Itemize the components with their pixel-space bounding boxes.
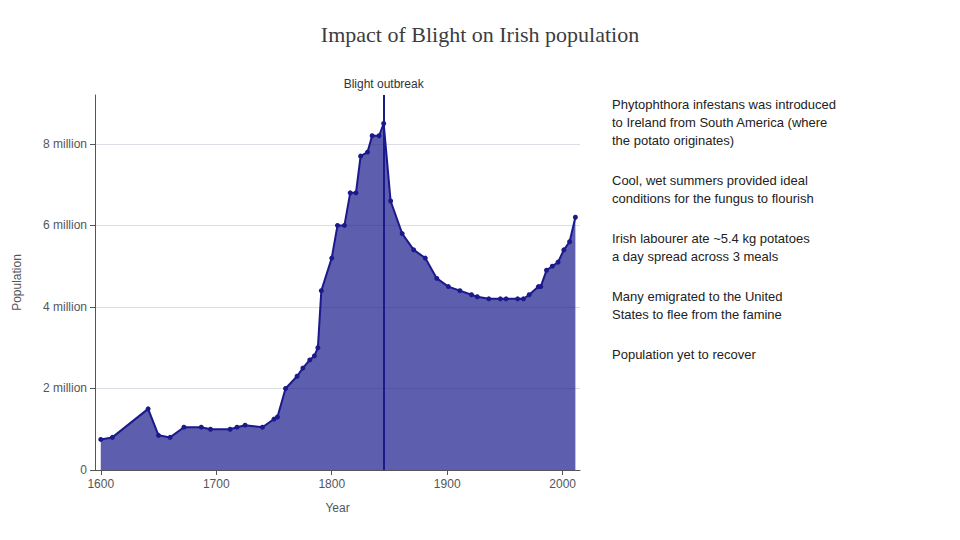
- svg-text:1800: 1800: [318, 477, 345, 491]
- svg-text:to Ireland from South America: to Ireland from South America (where: [612, 115, 827, 130]
- svg-text:Population: Population: [10, 254, 24, 311]
- svg-text:6 million: 6 million: [43, 218, 87, 232]
- svg-text:Phytophthora infestans was int: Phytophthora infestans was introduced: [612, 97, 836, 112]
- svg-text:States to flee from the famine: States to flee from the famine: [612, 307, 782, 322]
- svg-text:1900: 1900: [434, 477, 461, 491]
- svg-text:8 million: 8 million: [43, 137, 87, 151]
- svg-text:Many emigrated to the United: Many emigrated to the United: [612, 289, 783, 304]
- svg-text:4 million: 4 million: [43, 300, 87, 314]
- svg-text:Year: Year: [325, 501, 349, 515]
- svg-text:Cool, wet summers provided ide: Cool, wet summers provided ideal: [612, 173, 808, 188]
- svg-text:2 million: 2 million: [43, 381, 87, 395]
- svg-text:Blight outbreak: Blight outbreak: [344, 77, 425, 91]
- svg-text:the potato originates): the potato originates): [612, 133, 734, 148]
- svg-text:Irish labourer ate ~5.4 kg pot: Irish labourer ate ~5.4 kg potatoes: [612, 231, 810, 246]
- svg-text:1700: 1700: [203, 477, 230, 491]
- svg-text:Population yet to recover: Population yet to recover: [612, 347, 756, 362]
- svg-text:2000: 2000: [549, 477, 576, 491]
- svg-text:0: 0: [80, 463, 87, 477]
- svg-text:conditions for the fungus to f: conditions for the fungus to flourish: [612, 191, 814, 206]
- svg-text:Impact of Blight on Irish popu: Impact of Blight on Irish population: [321, 22, 639, 47]
- svg-text:1600: 1600: [87, 477, 114, 491]
- svg-text:a day spread across 3 meals: a day spread across 3 meals: [612, 249, 779, 264]
